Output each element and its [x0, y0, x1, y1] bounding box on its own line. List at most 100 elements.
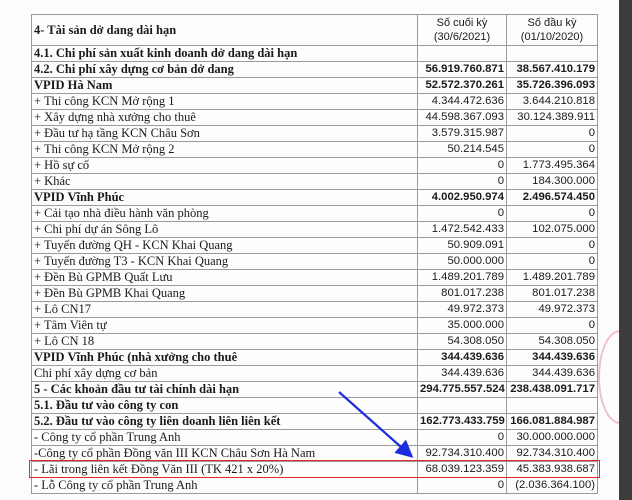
value-end: 52.572.370.261: [417, 77, 507, 94]
row-label: 5.2. Đầu tư vào công ty liên doanh liên …: [31, 413, 418, 430]
document-page: 4- Tài sản dở dang dài hạn Số cuối kỳ (3…: [29, 14, 632, 494]
table-row: + Thi công KCN Mở rộng 2 50.214.545 0: [31, 141, 598, 158]
section-row: VPID Vĩnh Phúc 4.002.950.974 2.496.574.450: [31, 189, 598, 206]
row-label: + Tâm Viên tự: [31, 317, 418, 334]
value-start: 801.017.238: [506, 285, 598, 302]
value-start: 166.081.884.987: [506, 413, 598, 430]
value-end: 50.909.091: [417, 237, 507, 254]
row-label: + Thi công KCN Mở rộng 1: [31, 93, 418, 110]
value-end: [417, 397, 507, 414]
section-row: 4.1. Chi phí sản xuất kinh doanh dở dang…: [31, 45, 598, 62]
row-label: + Đền Bù GPMB Khai Quang: [31, 285, 418, 302]
value-end: 54.308.050: [417, 333, 507, 350]
row-label: + Chi phí dự án Sông Lô: [31, 221, 418, 238]
value-end: 49.972.373: [417, 301, 507, 318]
value-end: 0: [417, 173, 507, 190]
column-header-start: Số đầu kỳ (01/10/2020): [506, 14, 598, 46]
table-row: - Lỗ Công ty cổ phần Trung Anh 0 (2.036.36…: [31, 477, 598, 494]
row-label: Chi phí xây dựng cơ bản: [31, 365, 418, 382]
value-start: 54.308.050: [506, 333, 598, 350]
value-end: 68.039.123.359: [417, 461, 507, 478]
value-start: (2.036.364.100): [506, 477, 598, 494]
section-row: 5 - Các khoản đầu tư tài chính dài hạn 29…: [31, 381, 598, 398]
row-label: - Lỗ Công ty cổ phần Trung Anh: [31, 477, 418, 494]
section-title: 4- Tài sản dở dang dài hạn: [31, 14, 418, 46]
row-label: + Cải tạo nhà điều hành văn phòng: [31, 205, 418, 222]
value-end: 4.344.472.636: [417, 93, 507, 110]
row-label: + Thi công KCN Mở rộng 2: [31, 141, 418, 158]
row-label: + Hồ sự cố: [31, 157, 418, 174]
table-row: + Thi công KCN Mở rộng 1 4.344.472.636 3.6…: [31, 93, 598, 110]
row-label: VPID Hà Nam: [31, 77, 418, 94]
value-end: 344.439.636: [417, 365, 507, 382]
value-start: 0: [506, 317, 598, 334]
value-end: 50.214.545: [417, 141, 507, 158]
row-label: + Khác: [31, 173, 418, 190]
value-start: 45.383.938.687: [506, 461, 598, 478]
section-row: VPID Hà Nam 52.572.370.261 35.726.396.093: [31, 77, 598, 94]
table-row: + Chi phí dự án Sông Lô 1.472.542.433 102.…: [31, 221, 598, 238]
value-end: 801.017.238: [417, 285, 507, 302]
value-end: 3.579.315.987: [417, 125, 507, 142]
section-row: 5.2. Đầu tư vào công ty liên doanh liên …: [31, 413, 598, 430]
table-row: + Đền Bù GPMB Khai Quang 801.017.238 801.0…: [31, 285, 598, 302]
value-end: 1.472.542.433: [417, 221, 507, 238]
value-start: 38.567.410.179: [506, 61, 598, 78]
section-row: 5.1. Đầu tư vào công ty con: [31, 397, 598, 414]
value-end: 294.775.557.524: [417, 381, 507, 398]
value-end: 162.773.433.759: [417, 413, 507, 430]
row-label: VPID Vĩnh Phúc: [31, 189, 418, 206]
value-end: 1.489.201.789: [417, 269, 507, 286]
value-start: 3.644.210.818: [506, 93, 598, 110]
value-start: 102.075.000: [506, 221, 598, 238]
section-row: 4.2. Chi phí xây dựng cơ bản dở dang 56.9…: [31, 61, 598, 78]
value-end: 344.439.636: [417, 349, 507, 366]
value-end: [417, 45, 507, 62]
value-start: 344.439.636: [506, 349, 598, 366]
table-row: + Hồ sự cố 0 1.773.495.364: [31, 157, 598, 174]
scrollbar[interactable]: [619, 0, 632, 500]
value-start: 0: [506, 253, 598, 270]
table-row: + Lô CN17 49.972.373 49.972.373: [31, 301, 598, 318]
row-label: 4.2. Chi phí xây dựng cơ bản dở dang: [31, 61, 418, 78]
table-row: - Công ty cổ phần Trung Anh 0 30.000.000.0…: [31, 429, 598, 446]
table-row: + Xây dựng nhà xưởng cho thuê 44.598.367.…: [31, 109, 598, 126]
row-label: + Đền Bù GPMB Quất Lưu: [31, 269, 418, 286]
stamp-seal: [598, 330, 632, 424]
table-row: + Đền Bù GPMB Quất Lưu 1.489.201.789 1.489…: [31, 269, 598, 286]
asset-table: 4- Tài sản dở dang dài hạn Số cuối kỳ (3…: [31, 14, 598, 494]
table-row: + Tâm Viên tự 35.000.000 0: [31, 317, 598, 334]
table-row: -Công ty cổ phần Đồng văn III KCN Châu S…: [31, 445, 598, 462]
table-row: + Đầu tư hạ tầng KCN Châu Sơn 3.579.315.9…: [31, 125, 598, 142]
value-start: 0: [506, 205, 598, 222]
value-start: 35.726.396.093: [506, 77, 598, 94]
row-label: + Tuyến đường T3 - KCN Khai Quang: [31, 253, 418, 270]
value-start: 49.972.373: [506, 301, 598, 318]
row-label: + Tuyến đường QH - KCN Khai Quang: [31, 237, 418, 254]
row-label: 5.1. Đầu tư vào công ty con: [31, 397, 418, 414]
table-row: + Cải tạo nhà điều hành văn phòng 0 0: [31, 205, 598, 222]
row-label: + Lô CN 18: [31, 333, 418, 350]
value-start: [506, 397, 598, 414]
value-end: 0: [417, 157, 507, 174]
value-start: 344.439.636: [506, 365, 598, 382]
value-end: 0: [417, 205, 507, 222]
row-label: 5 - Các khoản đầu tư tài chính dài hạn: [31, 381, 418, 398]
column-header-end: Số cuối kỳ (30/6/2021): [417, 14, 507, 46]
value-start: 30.124.389.911: [506, 109, 598, 126]
table-row: + Tuyến đường T3 - KCN Khai Quang 50.000.…: [31, 253, 598, 270]
value-end: 35.000.000: [417, 317, 507, 334]
value-end: 56.919.760.871: [417, 61, 507, 78]
value-start: 0: [506, 141, 598, 158]
value-start: 184.300.000: [506, 173, 598, 190]
value-start: 0: [506, 125, 598, 142]
table-row: + Tuyến đường QH - KCN Khai Quang 50.909.…: [31, 237, 598, 254]
row-label: + Lô CN17: [31, 301, 418, 318]
value-start: 1.773.495.364: [506, 157, 598, 174]
value-start: 1.489.201.789: [506, 269, 598, 286]
row-label: + Đầu tư hạ tầng KCN Châu Sơn: [31, 125, 418, 142]
value-end: 4.002.950.974: [417, 189, 507, 206]
table-header: 4- Tài sản dở dang dài hạn Số cuối kỳ (3…: [31, 14, 598, 46]
row-label: VPID Vĩnh Phúc (nhà xưởng cho thuê: [31, 349, 418, 366]
table-row: + Khác 0 184.300.000: [31, 173, 598, 190]
